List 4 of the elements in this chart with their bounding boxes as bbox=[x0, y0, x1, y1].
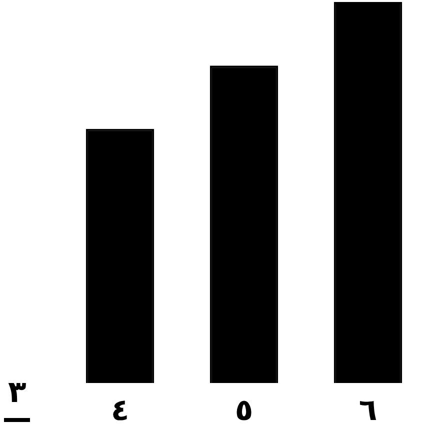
x-tick-label: ٥ bbox=[234, 392, 254, 428]
x-tick-label: ٤ bbox=[110, 392, 130, 428]
text: ٣ bbox=[4, 368, 30, 422]
x-tick-label: ٦ bbox=[358, 392, 378, 428]
